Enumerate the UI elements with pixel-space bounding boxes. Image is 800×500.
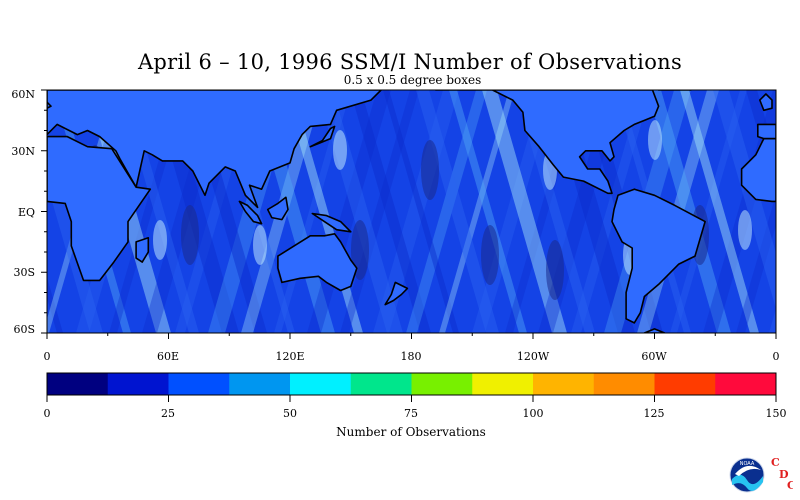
swath-ascending [647,90,731,333]
lat-label-30n: 30N [11,145,35,158]
swath-descending [670,90,747,333]
landmass-sumatra [238,200,263,225]
high-coverage-patch [333,130,347,170]
colorbar-segment [47,373,109,395]
swath-ascending [350,90,431,333]
landmass-australia [277,233,358,292]
landmass-north-america [434,90,660,195]
lon-label-60e: 60E [157,350,179,363]
landmass-europe-asia [47,90,382,209]
colorbar-tick-labels: 0 25 50 75 100 125 150 [44,407,787,420]
swath-ascending [449,90,527,333]
colorbar-segment [350,373,412,395]
colorbar-segment [593,373,655,395]
low-coverage-patch [421,140,439,200]
landmass-uk-east [47,101,52,109]
cdc-letter-c1: C [771,456,780,469]
swath-ascending [47,277,63,333]
landmass-japan [309,125,336,148]
cbar-tick-75: 75 [404,407,418,420]
low-coverage-patch [481,225,499,285]
colorbar-segment [472,373,534,395]
landmass-borneo [266,196,289,221]
cbar-tick-150: 150 [766,407,787,420]
swath-descending [769,308,776,333]
low-coverage-patch [181,205,199,265]
swath-descending [736,194,776,333]
lon-label-60w: 60W [641,350,667,363]
high-coverage-patch [738,210,752,250]
swath-ascending [680,90,759,333]
lat-label-60s: 60S [13,323,35,336]
chart-title: April 6 – 10, 1996 SSM/I Number of Obser… [137,50,683,74]
noaa-bird-wing [735,465,761,476]
swath-descending [373,90,459,333]
lat-label-30s: 30S [13,266,35,279]
landmass-iberia [756,123,776,140]
swath-descending [439,90,515,333]
landmass-new-guinea [311,212,352,233]
map-ticks [41,89,777,339]
swath-ascending [383,90,459,333]
noaa-cdc-logo: NOAA C D C [729,456,793,493]
landmass-south-america [611,188,706,324]
swath-ascending [713,90,776,309]
cbar-tick-0: 0 [44,407,51,420]
low-coverage-patch [546,240,564,300]
landmass-antarctic-tip [643,328,666,333]
colorbar-segment [715,373,777,395]
swath-ascending [482,90,567,333]
noaa-text: NOAA [740,461,755,467]
swath-descending [571,90,651,333]
colorbar-label: Number of Observations [336,425,486,439]
low-coverage-patch [351,220,369,280]
lat-label-60n: 60N [11,88,35,101]
lon-label-180: 180 [401,350,422,363]
colorbar-segment [107,373,169,395]
colorbar-segment [654,373,716,395]
lat-label-eq: EQ [18,206,35,219]
high-coverage-patch [153,220,167,260]
longitude-labels: 0 60E 120E 180 120W 60W 0 [44,350,780,363]
landmass-new-zealand [384,281,409,306]
landmass-madagascar [135,237,150,263]
high-coverage-patch [253,225,267,265]
colorbar-ticks [46,395,777,402]
lon-label-120e: 120E [275,350,304,363]
colorbar-segment [533,373,595,395]
swath-ascending [779,90,800,333]
chart-subtitle: 0.5 x 0.5 degree boxes [343,73,482,87]
colorbar-segment [168,373,230,395]
cbar-tick-50: 50 [283,407,297,420]
colorbar [47,373,777,395]
cdc-letter-c2: C [787,479,793,492]
cbar-tick-125: 125 [644,407,665,420]
colorbar-segment [290,373,352,395]
landmass-africa [47,135,152,282]
cdc-letter-d: D [779,468,789,481]
colorbar-segment [229,373,291,395]
latitude-labels: 60N 30N EQ 30S 60S [11,88,35,336]
lon-label-0-east: 0 [773,350,780,363]
high-coverage-patch [648,120,662,160]
colorbar-segment [411,373,473,395]
landmass-africa-west [740,137,776,203]
noaa-bird-wave [732,474,763,491]
cbar-tick-100: 100 [523,407,544,420]
lon-label-0: 0 [44,350,51,363]
cbar-tick-25: 25 [161,407,175,420]
swath-descending [406,90,487,333]
land-masses [47,90,776,333]
lon-label-120w: 120W [517,350,550,363]
landmass-uk [758,93,773,112]
swath-ascending [515,90,595,333]
